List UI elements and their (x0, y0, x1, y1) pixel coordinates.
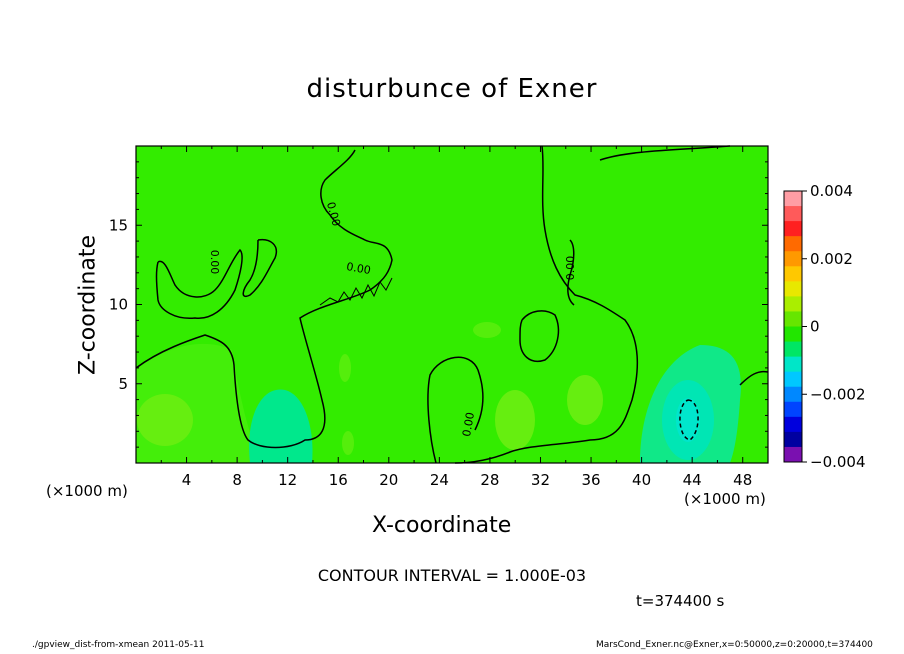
x-tick-label: 32 (531, 471, 550, 489)
x-tick-label: 16 (329, 471, 348, 489)
contour-line (739, 370, 769, 386)
x-axis-label: X-coordinate (372, 513, 512, 538)
colorbar-swatch (784, 356, 802, 373)
x-tick-label: 12 (278, 471, 297, 489)
colorbar-swatch (784, 431, 802, 448)
colorbar-swatch (784, 236, 802, 252)
contour-interval: CONTOUR INTERVAL = 1.000E-03 (317, 566, 587, 585)
y-tick-label: 15 (109, 216, 128, 234)
colorbar-swatch (784, 446, 802, 463)
positive-blob (495, 390, 535, 450)
colorbar-swatch (784, 266, 802, 282)
x-tick-label: 36 (581, 471, 600, 489)
x-ticks: 4 8 12 16 20 24 28 32 36 40 44 48 (160, 146, 752, 489)
colorbar-swatch (784, 206, 802, 222)
x-tick-label: 48 (733, 471, 752, 489)
footer-right: MarsCond_Exner.nc@Exner,x=0:50000,z=0:20… (596, 640, 873, 650)
contour-label: 0.00 (324, 201, 343, 228)
contour-line (519, 310, 560, 362)
contour-label: 0.00 (460, 411, 477, 437)
contour-line (454, 145, 639, 464)
colorbar-swatch (784, 221, 802, 237)
colorbar-swatch (784, 311, 802, 327)
x-unit-left: (×1000 m) (46, 482, 128, 500)
colorbar-swatch (784, 251, 802, 267)
colorbar-tick-label: 0.002 (810, 250, 853, 268)
contour-line (155, 248, 243, 319)
chart-title: disturbunce of Exner (306, 74, 598, 104)
positive-blob (342, 431, 354, 455)
colorbar-swatch (784, 416, 802, 433)
x-tick-label: 20 (379, 471, 398, 489)
negative-dashed-contour (679, 399, 699, 441)
positive-blob (137, 394, 193, 446)
x-tick-label: 44 (683, 471, 702, 489)
x-tick-label: 40 (632, 471, 651, 489)
contour-line (567, 239, 575, 306)
contour-line (242, 238, 277, 297)
colorbar-swatch (784, 401, 802, 418)
contour-label: 0.00 (345, 260, 371, 277)
colorbar: 0.004 0.002 0 −0.002 −0.004 (783, 182, 866, 471)
colorbar-swatch (784, 371, 802, 388)
y-tick-label: 10 (109, 296, 128, 314)
positive-blob (473, 322, 501, 338)
y-ticks: 5 10 15 (109, 161, 768, 448)
colorbar-swatch (784, 341, 802, 358)
contour-line (599, 145, 731, 161)
colorbar-tick-label: −0.002 (810, 385, 866, 403)
x-tick-label: 4 (182, 471, 192, 489)
x-tick-label: 8 (232, 471, 242, 489)
colorbar-tick-label: −0.004 (810, 453, 866, 471)
zero-contours (135, 145, 769, 464)
contour-label: 0.00 (564, 256, 577, 281)
colorbar-swatch (784, 386, 802, 403)
contour-labels: 0.00 0.00 0.00 0.00 0.00 (208, 201, 577, 438)
x-tick-label: 24 (430, 471, 449, 489)
x-tick-label: 28 (480, 471, 499, 489)
ragged-contour (319, 277, 393, 306)
colorbar-swatch (784, 326, 802, 343)
colorbar-swatch (784, 191, 802, 207)
colorbar-swatch (784, 296, 802, 312)
contour-line (135, 149, 393, 449)
x-unit-right: (×1000 m) (684, 490, 766, 508)
colorbar-swatch (784, 281, 802, 297)
footer-left: ./gpview_dist-from-xmean 2011-05-11 (32, 640, 205, 650)
y-tick-label: 5 (118, 375, 128, 393)
time-stamp: t=374400 s (636, 592, 725, 610)
contour-label: 0.00 (208, 250, 221, 275)
colorbar-tick-label: 0 (810, 318, 820, 336)
positive-blob (567, 375, 603, 425)
colorbar-tick-label: 0.004 (810, 182, 853, 200)
contour-line (427, 356, 484, 464)
plot-area (135, 145, 769, 464)
positive-blob (339, 354, 351, 382)
